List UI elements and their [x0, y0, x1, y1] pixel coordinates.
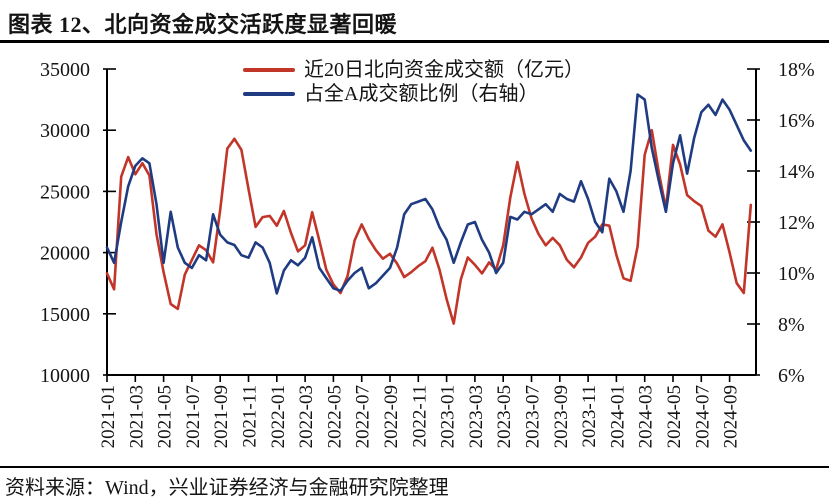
x-axis-tick-label: 2024-01 — [607, 385, 628, 448]
x-axis-tick-label: 2023-01 — [438, 385, 459, 448]
right-axis-tick-label: 10% — [778, 263, 815, 285]
series-line-northbound-turnover — [105, 128, 753, 325]
x-axis-tick-label: 2024-03 — [636, 385, 657, 448]
x-axis-tick-label: 2022-01 — [268, 385, 289, 448]
x-axis-tick-label: 2024-07 — [692, 385, 713, 448]
legend-label-share: 占全A成交额比例（右轴） — [304, 83, 539, 105]
legend-swatch-red-line — [243, 68, 295, 72]
left-axis-tick-label: 10000 — [40, 365, 90, 387]
x-axis-tick-label: 2023-07 — [523, 385, 544, 448]
right-axis-tick-label: 16% — [778, 110, 815, 132]
x-axis-tick-label: 2023-05 — [494, 385, 515, 448]
x-axis-tick-label: 2022-05 — [324, 385, 345, 448]
x-axis-tick-label: 2021-09 — [211, 385, 232, 448]
right-axis-tick-label: 12% — [778, 212, 815, 234]
x-axis-tick-label: 2022-09 — [381, 385, 402, 448]
x-axis-tick-label: 2022-07 — [353, 385, 374, 448]
right-axis-tick-label: 14% — [778, 161, 815, 183]
right-axis-tick-label: 8% — [778, 314, 805, 336]
x-axis-tick-label: 2022-11 — [409, 385, 430, 448]
legend-item-turnover: 近20日北向资金成交额（亿元） — [243, 59, 584, 81]
chart-legend: 近20日北向资金成交额（亿元） 占全A成交额比例（右轴） — [243, 59, 584, 105]
left-axis-tick-label: 25000 — [40, 181, 90, 203]
x-axis-tick-label: 2023-09 — [551, 385, 572, 448]
x-axis-tick-label: 2021-11 — [240, 385, 261, 448]
footer-divider — [0, 466, 829, 468]
figure-title: 图表 12、北向资金成交活跃度显著回暖 — [8, 12, 398, 37]
x-axis-tick-label: 2023-11 — [579, 385, 600, 448]
left-axis-tick-label: 30000 — [40, 120, 90, 142]
x-axis-tick-label: 2024-05 — [664, 385, 685, 448]
left-axis-tick-label: 15000 — [40, 304, 90, 326]
right-axis-tick-label: 6% — [778, 365, 805, 387]
x-axis-tick-label: 2021-07 — [183, 385, 204, 448]
legend-swatch-blue-line — [243, 92, 295, 96]
x-axis-tick-label: 2021-01 — [98, 385, 119, 448]
x-axis-tick-label: 2023-03 — [466, 385, 487, 448]
legend-label-turnover: 近20日北向资金成交额（亿元） — [304, 59, 584, 81]
x-axis-tick-label: 2021-05 — [155, 385, 176, 448]
series-line-share-of-turnover — [105, 93, 753, 295]
x-axis-tick-label: 2022-03 — [296, 385, 317, 448]
title-divider — [0, 40, 829, 43]
right-axis-tick-label: 18% — [778, 59, 815, 81]
left-axis-tick-label: 20000 — [40, 243, 90, 265]
x-axis-tick-label: 2021-03 — [126, 385, 147, 448]
left-axis-tick-label: 35000 — [40, 59, 90, 81]
chart-canvas: 35000 30000 25000 20000 15000 10000 18% 16% 14% 1… — [40, 59, 815, 448]
source-note: 资料来源：Wind，兴业证券经济与金融研究院整理 — [5, 477, 449, 499]
chart-area: 35000 30000 25000 20000 15000 10000 18% 16% 14% 1… — [0, 41, 829, 466]
x-axis-tick-label: 2024-09 — [721, 385, 742, 448]
legend-item-share: 占全A成交额比例（右轴） — [243, 83, 584, 105]
